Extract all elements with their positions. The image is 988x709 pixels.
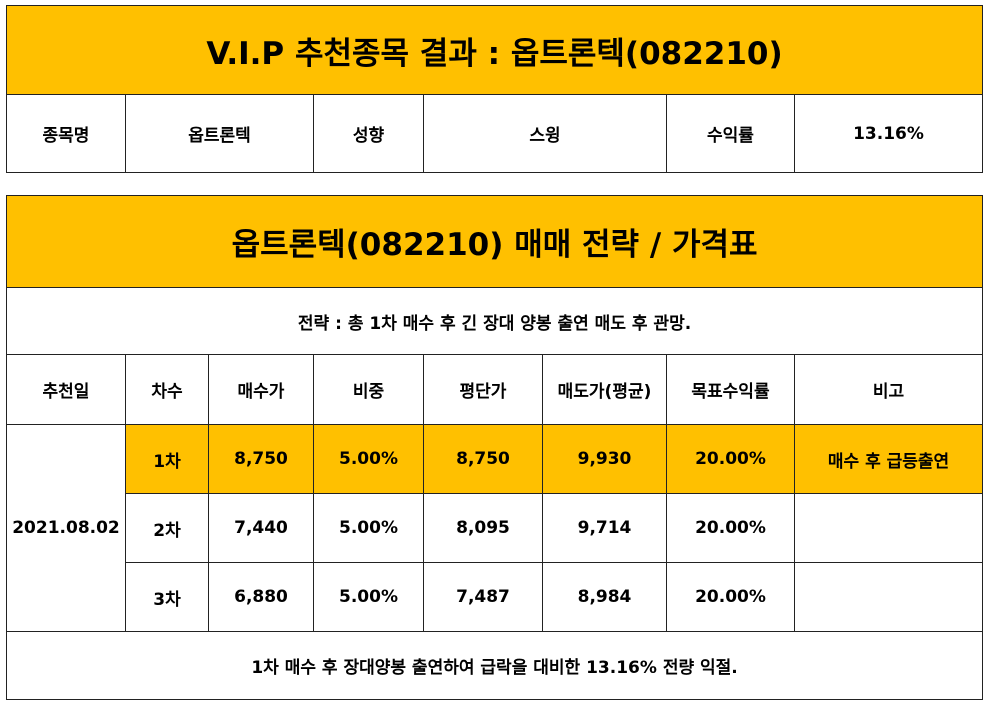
- table-row: 2021.08.02 1차 8,750 5.00% 8,750 9,930 20…: [6, 424, 984, 632]
- weight-cell: 5.00%: [313, 493, 424, 563]
- buy-price-cell: 6,880: [208, 562, 314, 632]
- avg-price-cell: 8,095: [423, 493, 543, 563]
- header-sell-price: 매도가(평균): [542, 354, 667, 425]
- buy-price-cell: 8,750: [208, 424, 314, 494]
- strategy-description: 전략 : 총 1차 매수 후 긴 장대 양봉 출연 매도 후 관망.: [5, 287, 984, 355]
- weight-cell: 5.00%: [313, 562, 424, 632]
- header-date: 추천일: [6, 354, 126, 425]
- note-cell: 매수 후 급등출연: [793, 424, 984, 494]
- summary-title: V.I.P 추천종목 결과 : 옵트론텍(082210): [5, 5, 984, 95]
- round-cell: 2차: [125, 493, 209, 563]
- recommend-date: 2021.08.02: [6, 424, 126, 632]
- header-note: 비고: [793, 354, 984, 425]
- sell-price-cell: 9,930: [542, 424, 667, 494]
- sell-price-cell: 9,714: [542, 493, 667, 563]
- strategy-footer: 1차 매수 후 장대양봉 출연하여 급락을 대비한 13.16% 전량 익절.: [5, 631, 984, 700]
- summary-table: V.I.P 추천종목 결과 : 옵트론텍(082210) 종목명 옵트론텍 성향…: [5, 5, 984, 173]
- target-cell: 20.00%: [666, 424, 795, 494]
- label-return: 수익률: [666, 94, 795, 173]
- target-cell: 20.00%: [666, 493, 795, 563]
- buy-price-cell: 7,440: [208, 493, 314, 563]
- header-weight: 비중: [313, 354, 424, 425]
- table-row: 3차 6,880 5.00% 7,487 8,984 20.00%: [7, 562, 984, 632]
- note-cell: [793, 493, 984, 563]
- header-row: 추천일 차수 매수가 비중 평단가 매도가(평균) 목표수익률 비고: [6, 354, 984, 425]
- weight-cell: 5.00%: [313, 424, 424, 494]
- header-target: 목표수익률: [666, 354, 795, 425]
- avg-price-cell: 7,487: [423, 562, 543, 632]
- header-avg-price: 평단가: [423, 354, 543, 425]
- sell-price-cell: 8,984: [542, 562, 667, 632]
- round-cell: 3차: [125, 562, 209, 632]
- target-cell: 20.00%: [666, 562, 795, 632]
- table-row: 2차 7,440 5.00% 8,095 9,714 20.00%: [7, 493, 984, 563]
- round-cell: 1차: [125, 424, 209, 494]
- value-stock-name: 옵트론텍: [125, 94, 314, 173]
- avg-price-cell: 8,750: [423, 424, 543, 494]
- header-round: 차수: [125, 354, 209, 425]
- strategy-title: 옵트론텍(082210) 매매 전략 / 가격표: [5, 195, 984, 288]
- value-style: 스윙: [423, 94, 667, 173]
- header-buy-price: 매수가: [208, 354, 314, 425]
- value-return: 13.16%: [793, 94, 984, 173]
- label-stock-name: 종목명: [6, 94, 126, 173]
- label-style: 성향: [313, 94, 424, 173]
- note-cell: [793, 562, 984, 632]
- strategy-table: 옵트론텍(082210) 매매 전략 / 가격표 전략 : 총 1차 매수 후 …: [5, 195, 984, 700]
